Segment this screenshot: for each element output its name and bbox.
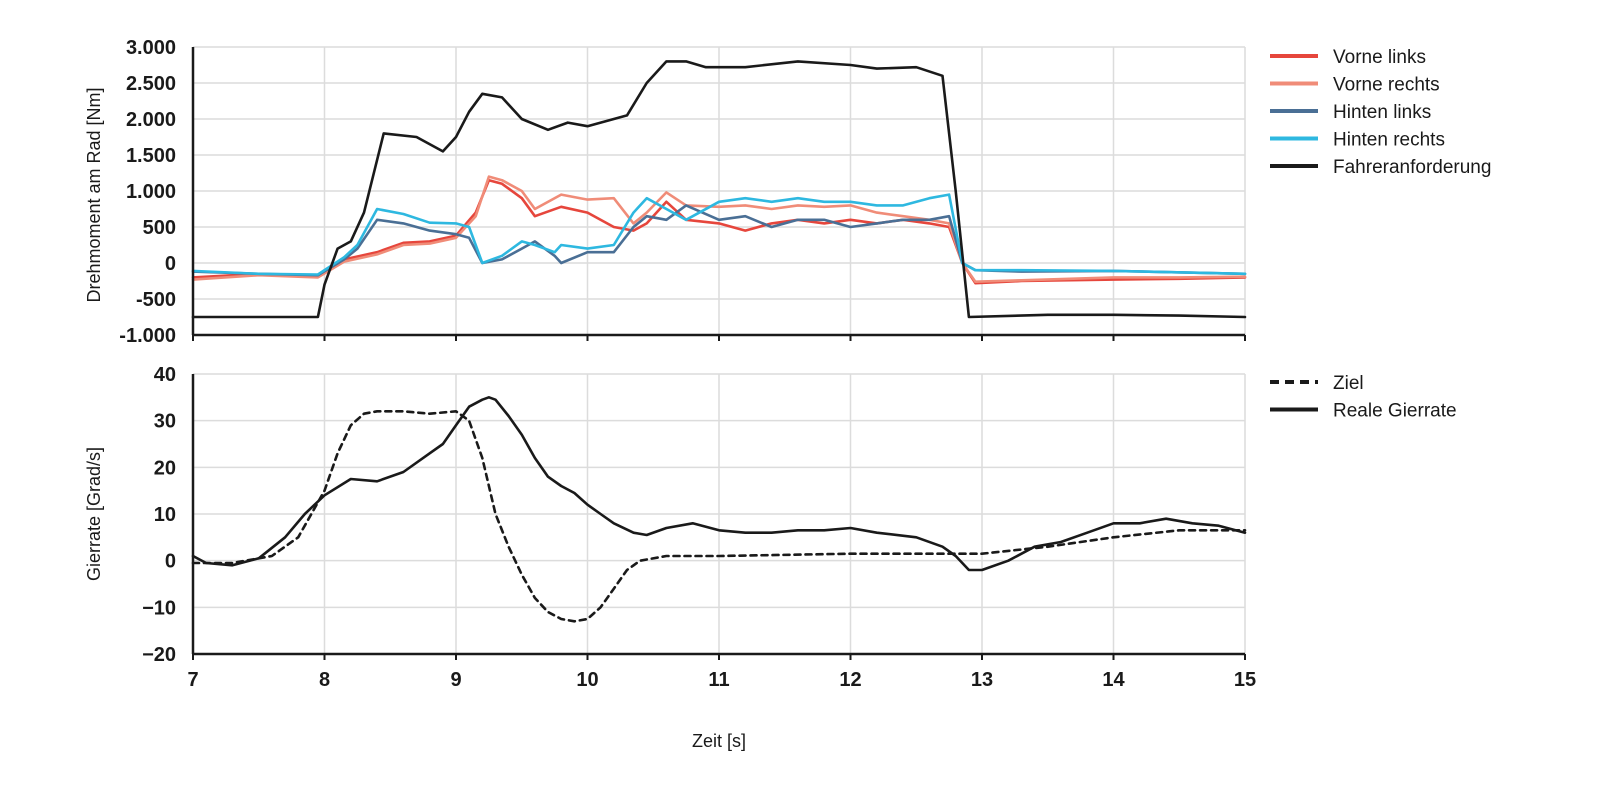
yaw-axes	[191, 374, 1246, 660]
torque-y-tick-label: -500	[136, 289, 176, 311]
legend-label: Vorne links	[1333, 47, 1426, 68]
yaw-y-ticks: −20 −10 0 10 20 30 40	[142, 364, 176, 666]
x-axis-label: Zeit [s]	[692, 731, 746, 751]
legend-label: Reale Gierrate	[1333, 401, 1457, 422]
legend-label: Vorne rechts	[1333, 75, 1440, 96]
yaw-series	[191, 396, 1247, 623]
x-tick-label: 14	[1102, 669, 1125, 691]
x-tick-label: 10	[576, 669, 598, 691]
yaw-y-tick-label: −20	[142, 644, 176, 666]
yaw-y-tick-label: 40	[154, 364, 176, 386]
x-tick-label: 12	[839, 669, 861, 691]
torque-y-tick-label: -1.000	[119, 325, 176, 347]
x-tick-label: 13	[971, 669, 993, 691]
yaw-y-tick-label: 20	[154, 457, 176, 479]
yaw-grid	[193, 373, 1246, 654]
yaw-y-label: Gierrate [Grad/s]	[84, 447, 104, 581]
torque-axes	[191, 47, 1246, 341]
torque-series	[191, 60, 1247, 319]
legend-label: Fahreranforderung	[1333, 157, 1491, 178]
torque-grid	[193, 46, 1246, 335]
yaw-x-ticks: 7 8 9 10 11 12 13 14 15	[187, 669, 1256, 691]
yaw-series-line	[191, 396, 1247, 572]
x-tick-label: 9	[450, 669, 461, 691]
torque-y-tick-label: 2.500	[126, 73, 176, 95]
legend-label: Ziel	[1333, 373, 1364, 394]
torque-y-tick-label: 3.000	[126, 37, 176, 59]
yaw-y-tick-label: −10	[142, 597, 176, 619]
torque-y-tick-label: 500	[143, 217, 176, 239]
torque-y-tick-label: 1.500	[126, 145, 176, 167]
x-tick-label: 8	[319, 669, 330, 691]
torque-series-line	[191, 204, 1247, 277]
torque-series-line	[191, 193, 1247, 276]
yaw-y-tick-label: 10	[154, 504, 176, 526]
torque-y-label: Drehmoment am Rad [Nm]	[84, 87, 104, 302]
yaw-y-tick-label: 0	[165, 551, 176, 573]
torque-y-tick-label: 2.000	[126, 109, 176, 131]
yaw-rate-chart: −20 −10 0 10 20 30 40 7 8 9 10 11 12 13 14 15 Gierrate…	[84, 364, 1457, 751]
torque-y-tick-label: 1.000	[126, 181, 176, 203]
torque-series-line	[191, 60, 1247, 319]
yaw-legend: Ziel Reale Gierrate	[1270, 373, 1457, 422]
torque-chart: -1.000-50005001.0001.5002.0002.5003.000 …	[84, 37, 1491, 347]
x-tick-label: 15	[1234, 669, 1256, 691]
torque-legend: Vorne links Vorne rechts Hinten links Hinte…	[1270, 47, 1491, 178]
x-tick-label: 11	[708, 669, 729, 691]
legend-label: Hinten rechts	[1333, 130, 1445, 151]
torque-y-tick-label: 0	[165, 253, 176, 275]
yaw-series-line	[191, 410, 1247, 623]
legend-label: Hinten links	[1333, 102, 1431, 123]
x-tick-label: 7	[187, 669, 198, 691]
yaw-y-tick-label: 30	[154, 411, 176, 433]
torque-y-ticks: -1.000 -500 0 500 1.000 1.500 2.000 2.500 3.000	[119, 37, 176, 347]
